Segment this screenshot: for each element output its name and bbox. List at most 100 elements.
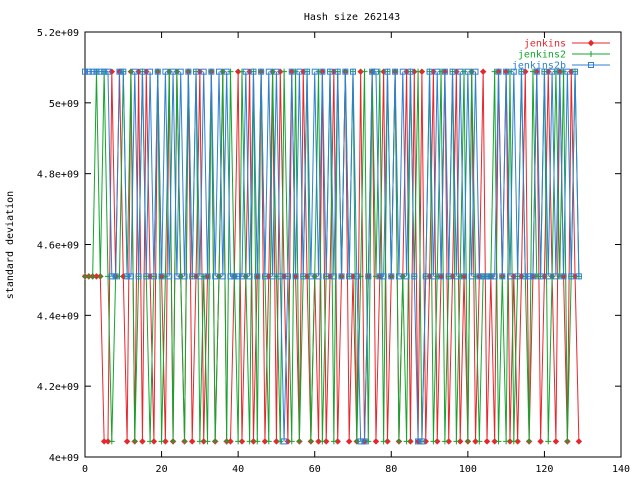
data-point-jenkins2b xyxy=(284,273,291,280)
data-point-jenkins xyxy=(234,68,242,75)
data-point-jenkins2b xyxy=(549,68,556,75)
data-point-jenkins2b xyxy=(541,68,548,75)
data-point-jenkins2b xyxy=(196,273,203,280)
data-point-jenkins xyxy=(322,438,330,445)
data-point-jenkins2 xyxy=(464,438,471,445)
data-point-jenkins2b xyxy=(108,273,115,280)
chart-title: Hash size 262143 xyxy=(304,12,400,23)
data-point-jenkins2 xyxy=(162,273,169,280)
data-point-jenkins xyxy=(345,438,353,445)
data-point-jenkins2b xyxy=(242,68,249,75)
data-point-jenkins xyxy=(227,438,234,445)
data-point-jenkins2 xyxy=(438,68,445,75)
data-point-jenkins2b xyxy=(464,68,471,75)
legend-swatch-marker xyxy=(588,51,594,57)
data-point-jenkins2 xyxy=(177,273,184,280)
data-point-jenkins2b xyxy=(135,273,142,280)
data-point-jenkins2b xyxy=(304,68,311,75)
data-point-jenkins2 xyxy=(265,438,272,445)
y-axis: 4e+09 4.2e+09 4.4e+09 4.6e+09 4.8e+09 5e+09 5.… xyxy=(37,28,621,464)
data-point-jenkins2b xyxy=(139,68,146,75)
data-point-jenkins2 xyxy=(166,68,173,75)
series-line-jenkins2b xyxy=(85,71,580,442)
data-point-jenkins xyxy=(491,438,498,445)
data-point-jenkins xyxy=(123,438,131,445)
data-point-jenkins2b xyxy=(277,273,284,280)
series-jenkins2b xyxy=(82,68,582,445)
data-point-jenkins2b xyxy=(395,273,402,280)
data-point-jenkins xyxy=(273,438,280,445)
data-point-jenkins2 xyxy=(430,438,437,445)
data-point-jenkins2b xyxy=(150,273,157,280)
data-point-jenkins2 xyxy=(556,273,563,280)
data-point-jenkins2b xyxy=(495,68,502,75)
data-point-jenkins2b xyxy=(250,68,257,75)
data-point-jenkins xyxy=(104,438,112,445)
data-point-jenkins2b xyxy=(311,68,318,75)
data-point-jenkins2b xyxy=(193,68,200,75)
data-point-jenkins2b xyxy=(173,273,180,280)
data-point-jenkins2 xyxy=(288,438,295,445)
data-point-jenkins2b xyxy=(529,273,536,280)
data-point-jenkins2 xyxy=(549,273,556,280)
data-point-jenkins2 xyxy=(269,68,276,75)
data-point-jenkins2b xyxy=(556,68,563,75)
data-point-jenkins2 xyxy=(147,438,154,445)
data-point-jenkins2 xyxy=(365,438,372,445)
data-point-jenkins2b xyxy=(426,68,433,75)
data-point-jenkins2b xyxy=(506,273,513,280)
data-point-jenkins2b xyxy=(361,438,368,445)
data-point-jenkins xyxy=(315,438,322,445)
data-point-jenkins2b xyxy=(296,68,303,75)
data-point-jenkins xyxy=(445,438,452,445)
x-tick-label: 80 xyxy=(385,464,397,475)
data-point-jenkins2b xyxy=(399,68,406,75)
data-point-jenkins2b xyxy=(342,68,349,75)
data-point-jenkins2b xyxy=(392,68,399,75)
y-tick-label: 5.2e+09 xyxy=(37,28,79,39)
data-point-jenkins2b xyxy=(545,273,552,280)
data-point-jenkins2b xyxy=(449,68,456,75)
data-point-jenkins2 xyxy=(472,273,479,280)
data-point-jenkins2b xyxy=(227,273,234,280)
data-point-jenkins2b xyxy=(522,273,529,280)
data-point-jenkins2b xyxy=(372,68,379,75)
data-point-jenkins2b xyxy=(189,273,196,280)
data-point-jenkins2b xyxy=(568,273,575,280)
data-point-jenkins2b xyxy=(503,68,510,75)
data-point-jenkins2b xyxy=(258,68,265,75)
data-point-jenkins2 xyxy=(545,438,552,445)
legend-label: jenkins xyxy=(524,39,566,50)
data-point-jenkins2b xyxy=(93,68,100,75)
data-point-jenkins2 xyxy=(361,68,368,75)
data-point-jenkins2b xyxy=(116,68,123,75)
data-point-jenkins2 xyxy=(227,68,234,75)
data-point-jenkins2 xyxy=(89,273,96,280)
data-point-jenkins2b xyxy=(273,68,280,75)
data-point-jenkins2 xyxy=(457,273,464,280)
data-point-jenkins2 xyxy=(223,438,230,445)
data-point-jenkins2 xyxy=(564,438,571,445)
data-point-jenkins2b xyxy=(101,68,108,75)
data-point-jenkins xyxy=(261,438,269,445)
data-point-jenkins2b xyxy=(124,273,131,280)
legend-label: jenkins2 xyxy=(518,50,566,61)
y-tick-label: 4.8e+09 xyxy=(37,170,79,181)
data-point-jenkins2b xyxy=(269,273,276,280)
data-point-jenkins2b xyxy=(254,273,261,280)
data-point-jenkins2b xyxy=(526,273,533,280)
data-point-jenkins2b xyxy=(216,68,222,75)
data-point-jenkins2 xyxy=(127,68,134,75)
data-point-jenkins2 xyxy=(506,68,513,75)
data-point-jenkins2b xyxy=(403,273,410,280)
data-point-jenkins2 xyxy=(415,68,422,75)
data-point-jenkins2b xyxy=(357,438,364,445)
data-point-jenkins2 xyxy=(235,438,242,445)
data-point-jenkins2b xyxy=(265,68,272,75)
data-point-jenkins xyxy=(514,438,521,445)
data-point-jenkins xyxy=(418,68,426,75)
data-point-jenkins2b xyxy=(85,68,92,75)
data-point-jenkins2 xyxy=(315,68,322,75)
data-point-jenkins2 xyxy=(212,438,219,445)
data-point-jenkins2 xyxy=(292,68,299,75)
